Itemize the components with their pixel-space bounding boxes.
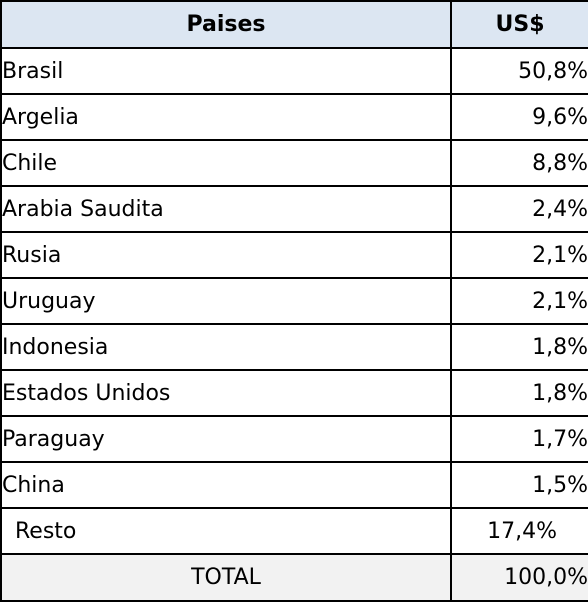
table-row: China 1,5% [0,461,588,509]
table-row: Brasil 50,8% [0,47,588,95]
table-row: Chile 8,8% [0,139,588,187]
value-cell: 2,1% [450,277,588,325]
value-cell: 17,4% [450,507,588,555]
header-value: US$ [450,0,588,49]
country-cell: Argelia [0,93,452,141]
country-cell: Arabia Saudita [0,185,452,233]
value-cell: 2,4% [450,185,588,233]
country-cell: China [0,461,452,509]
value-cell: 1,5% [450,461,588,509]
table-header-row: Paises US$ [0,0,588,49]
total-row: TOTAL 100,0% [0,553,588,602]
total-value: 100,0% [450,553,588,602]
header-country: Paises [0,0,452,49]
table-row: Argelia 9,6% [0,93,588,141]
table-row: Arabia Saudita 2,4% [0,185,588,233]
country-cell: Estados Unidos [0,369,452,417]
country-cell: Indonesia [0,323,452,371]
country-cell: Resto [0,507,452,555]
value-cell: 1,7% [450,415,588,463]
table-row: Resto 17,4% [0,507,588,555]
value-cell: 1,8% [450,323,588,371]
total-label: TOTAL [0,553,452,602]
value-cell: 50,8% [450,47,588,95]
country-cell: Chile [0,139,452,187]
table-row: Estados Unidos 1,8% [0,369,588,417]
table-row: Uruguay 2,1% [0,277,588,325]
country-cell: Rusia [0,231,452,279]
table-row: Rusia 2,1% [0,231,588,279]
country-cell: Uruguay [0,277,452,325]
value-cell: 9,6% [450,93,588,141]
value-cell: 8,8% [450,139,588,187]
country-cell: Paraguay [0,415,452,463]
table-row: Indonesia 1,8% [0,323,588,371]
value-cell: 1,8% [450,369,588,417]
table-row: Paraguay 1,7% [0,415,588,463]
country-cell: Brasil [0,47,452,95]
value-cell: 2,1% [450,231,588,279]
